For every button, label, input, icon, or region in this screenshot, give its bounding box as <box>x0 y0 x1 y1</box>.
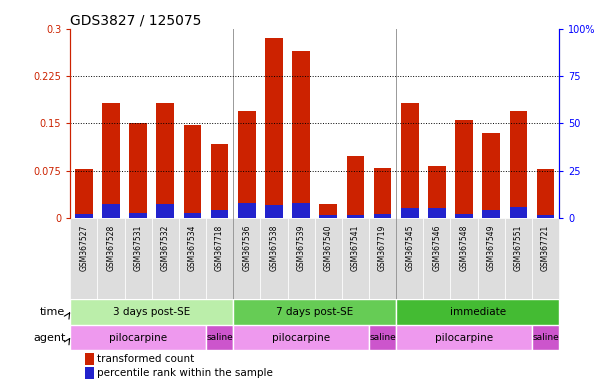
Text: pilocarpine: pilocarpine <box>435 333 493 343</box>
Bar <box>206 325 233 351</box>
Bar <box>396 299 559 325</box>
Text: GSM367548: GSM367548 <box>459 225 469 271</box>
Text: GSM367718: GSM367718 <box>215 225 224 271</box>
Text: saline: saline <box>532 333 559 342</box>
Bar <box>85 367 93 379</box>
Bar <box>233 299 396 325</box>
Bar <box>374 214 392 218</box>
Bar <box>85 353 93 365</box>
Text: GSM367532: GSM367532 <box>161 225 170 271</box>
Text: GSM367528: GSM367528 <box>106 225 115 271</box>
Bar <box>401 208 419 218</box>
Bar <box>428 208 445 218</box>
Bar <box>184 125 201 218</box>
Bar <box>233 218 260 299</box>
Bar <box>532 325 559 351</box>
Text: GSM367719: GSM367719 <box>378 225 387 271</box>
Text: GDS3827 / 125075: GDS3827 / 125075 <box>70 14 202 28</box>
Text: time: time <box>40 307 65 317</box>
Bar <box>396 218 423 299</box>
Bar <box>482 210 500 218</box>
Bar <box>75 169 93 218</box>
Bar <box>184 213 201 218</box>
Bar <box>455 214 473 218</box>
Bar <box>369 325 396 351</box>
Bar <box>152 218 179 299</box>
Bar <box>450 218 478 299</box>
Bar <box>505 218 532 299</box>
Bar <box>320 204 337 218</box>
Text: GSM367551: GSM367551 <box>514 225 523 271</box>
Bar <box>482 133 500 218</box>
Text: GSM367545: GSM367545 <box>405 225 414 271</box>
Bar <box>455 120 473 218</box>
Bar <box>265 205 283 218</box>
Text: GSM367539: GSM367539 <box>296 225 306 271</box>
Bar <box>423 218 450 299</box>
Bar <box>156 204 174 218</box>
Text: pilocarpine: pilocarpine <box>272 333 330 343</box>
Text: GSM367527: GSM367527 <box>79 225 89 271</box>
Bar <box>233 325 369 351</box>
Text: GSM367549: GSM367549 <box>487 225 496 271</box>
Text: GSM367721: GSM367721 <box>541 225 550 271</box>
Bar <box>374 167 392 218</box>
Text: GSM367531: GSM367531 <box>134 225 142 271</box>
Bar <box>342 218 369 299</box>
Text: GSM367538: GSM367538 <box>269 225 279 271</box>
Text: saline: saline <box>207 333 233 342</box>
Text: GSM367546: GSM367546 <box>433 225 441 271</box>
Text: pilocarpine: pilocarpine <box>109 333 167 343</box>
Bar <box>130 213 147 218</box>
Bar <box>536 169 554 218</box>
Bar <box>428 166 445 218</box>
Bar <box>70 299 233 325</box>
Bar <box>125 218 152 299</box>
Bar <box>130 123 147 218</box>
Text: GSM367541: GSM367541 <box>351 225 360 271</box>
Bar <box>532 218 559 299</box>
Text: percentile rank within the sample: percentile rank within the sample <box>97 368 273 378</box>
Bar <box>70 218 97 299</box>
Text: 3 days post-SE: 3 days post-SE <box>113 307 191 317</box>
Bar <box>238 203 255 218</box>
Bar <box>320 215 337 218</box>
Bar <box>238 111 255 218</box>
Bar <box>97 218 125 299</box>
Bar <box>346 156 364 218</box>
Text: immediate: immediate <box>450 307 506 317</box>
Bar <box>260 218 288 299</box>
Bar <box>396 325 532 351</box>
Text: 7 days post-SE: 7 days post-SE <box>276 307 353 317</box>
Bar <box>369 218 396 299</box>
Bar <box>156 103 174 218</box>
Bar <box>211 210 229 218</box>
Bar <box>288 218 315 299</box>
Bar <box>401 103 419 218</box>
Text: GSM367534: GSM367534 <box>188 225 197 271</box>
Bar <box>75 214 93 218</box>
Text: GSM367536: GSM367536 <box>243 225 251 271</box>
Bar <box>478 218 505 299</box>
Bar <box>206 218 233 299</box>
Bar <box>510 111 527 218</box>
Text: saline: saline <box>369 333 396 342</box>
Bar <box>315 218 342 299</box>
Bar <box>102 204 120 218</box>
Text: transformed count: transformed count <box>97 354 194 364</box>
Bar <box>102 103 120 218</box>
Bar <box>292 203 310 218</box>
Bar <box>536 215 554 218</box>
Bar <box>510 207 527 218</box>
Bar <box>211 144 229 218</box>
Bar <box>292 51 310 218</box>
Text: GSM367540: GSM367540 <box>324 225 333 271</box>
Bar <box>346 215 364 218</box>
Bar <box>265 38 283 218</box>
Bar <box>179 218 206 299</box>
Text: agent: agent <box>33 333 65 343</box>
Bar <box>70 325 206 351</box>
